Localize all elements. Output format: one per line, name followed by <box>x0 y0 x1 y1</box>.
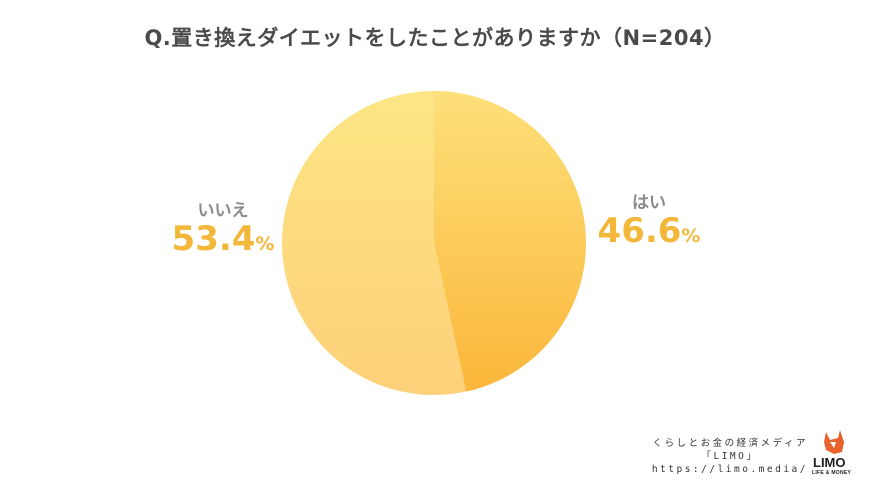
footer-tagline: くらしとお金の経済メディア <box>652 438 808 449</box>
footer-brand: 「LIMO」 <box>701 451 759 462</box>
slice-name-yes: はい <box>632 193 666 213</box>
slice-value-no: 53.4% <box>171 219 275 259</box>
logo-subtext: LIFE & MONEY <box>812 470 852 476</box>
chart-title: Q.置き換えダイエットをしたことがありますか（N=204） <box>144 26 726 50</box>
slice-label-no: いいえ 53.4% <box>168 196 278 258</box>
footer-credit: くらしとお金の経済メディア 「LIMO」 https://limo.media/ <box>652 437 808 476</box>
fox-icon <box>824 430 844 454</box>
slice-label-yes: はい 46.6% <box>594 188 704 250</box>
slice-value-yes: 46.6% <box>597 211 701 251</box>
pie-slice-yes <box>434 91 587 392</box>
logo-text: LIMO <box>813 455 846 470</box>
footer-url: https://limo.media/ <box>651 464 808 475</box>
slice-name-no: いいえ <box>197 201 249 221</box>
pie-slice-no <box>282 91 467 395</box>
